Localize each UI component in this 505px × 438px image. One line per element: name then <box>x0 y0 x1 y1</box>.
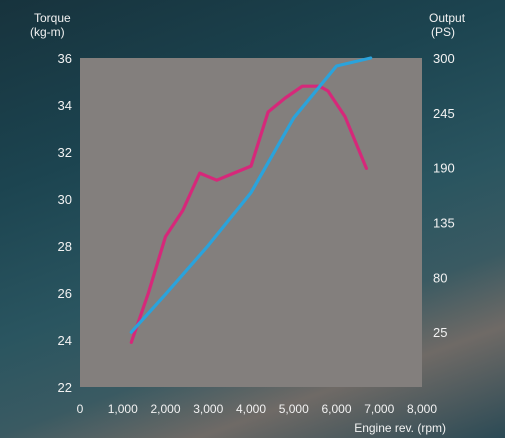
y-left-tick-label: 36 <box>58 51 72 66</box>
y-left-tick-label: 22 <box>58 380 72 395</box>
y-right-tick-labels: 25 80 135 190 245 300 <box>433 51 455 340</box>
y-right-tick-label: 80 <box>433 270 447 285</box>
y-left-tick-label: 28 <box>58 239 72 254</box>
y-right-label-line2: (PS) <box>431 25 455 39</box>
y-left-tick-label: 26 <box>58 286 72 301</box>
y-right-tick-label: 135 <box>433 216 455 231</box>
y-left-tick-label: 34 <box>58 98 72 113</box>
x-tick-label: 3,000 <box>193 402 223 416</box>
y-right-tick-label: 25 <box>433 325 447 340</box>
torque-line <box>129 84 368 344</box>
y-left-tick-label: 30 <box>58 192 72 207</box>
x-tick-label: 6,000 <box>321 402 351 416</box>
x-tick-label: 7,000 <box>364 402 394 416</box>
x-tick-label: 5,000 <box>279 402 309 416</box>
y-left-tick-label: 32 <box>58 145 72 160</box>
x-tick-label: 8,000 <box>407 402 437 416</box>
y-right-tick-label: 190 <box>433 161 455 176</box>
x-tick-label: 2,000 <box>150 402 180 416</box>
y-right-tick-label: 300 <box>433 51 455 66</box>
y-left-label-line2: (kg-m) <box>30 25 65 39</box>
y-left-label-line1: Torque <box>34 11 71 25</box>
x-tick-label: 0 <box>77 402 84 416</box>
y-right-tick-label: 245 <box>433 106 455 121</box>
series-lines <box>129 56 373 344</box>
x-tick-label: 1,000 <box>108 402 138 416</box>
y-left-tick-labels: 22 24 26 28 30 32 34 36 <box>58 51 72 395</box>
y-right-label-line1: Output <box>429 11 466 25</box>
x-axis-label: Engine rev. (rpm) <box>354 421 446 435</box>
output-line <box>129 56 373 334</box>
x-tick-labels: 0 1,000 2,000 3,000 4,000 5,000 6,000 7,000 8,00… <box>77 402 438 416</box>
x-tick-label: 4,000 <box>236 402 266 416</box>
y-left-tick-label: 24 <box>58 333 72 348</box>
plot-area <box>80 58 422 387</box>
